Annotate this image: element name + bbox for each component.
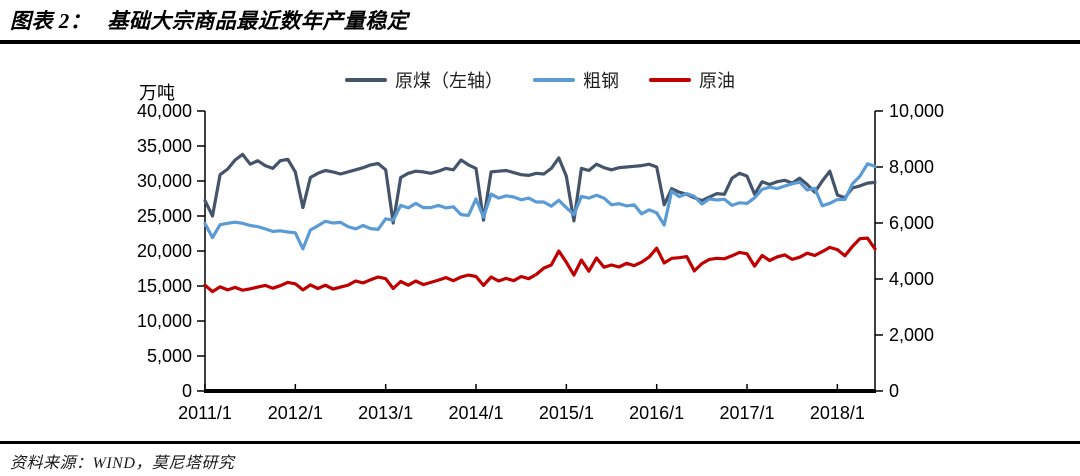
- x-axis-tick-label: 2015/1: [538, 403, 594, 423]
- left-axis-tick-label: 10,000: [136, 311, 192, 331]
- raw-coal-line-swatch: [345, 78, 387, 82]
- figure-title-text: 基础大宗商品最近数年产量稳定: [107, 9, 409, 33]
- left-axis-tick-label: 20,000: [136, 241, 192, 261]
- raw-coal-line: [203, 152, 877, 225]
- legend-item-crude-oil: 原油: [649, 67, 735, 93]
- crude-oil-line-swatch: [649, 78, 691, 82]
- left-axis-tick-label: 30,000: [136, 171, 192, 191]
- legend-label-crude-oil: 原油: [699, 71, 735, 91]
- legend-item-raw-coal: 原煤（左轴）: [345, 67, 503, 93]
- right-axis-tick-label: 4,000: [889, 269, 935, 289]
- legend-label-raw-coal: 原煤（左轴）: [395, 71, 503, 91]
- left-axis-tick-label: 35,000: [136, 136, 192, 156]
- crude-steel-line: [203, 162, 877, 251]
- right-axis-tick-label: 10,000: [889, 101, 945, 121]
- left-axis-unit-label: 万吨: [139, 83, 175, 103]
- x-axis-tick-label: 2018/1: [809, 403, 865, 423]
- left-axis-tick-label: 5,000: [146, 346, 192, 366]
- left-axis-tick-label: 25,000: [136, 206, 192, 226]
- figure-title: 图表 2： 基础大宗商品最近数年产量稳定: [10, 5, 408, 35]
- x-axis-tick-label: 2014/1: [448, 403, 504, 423]
- x-axis-tick-label: 2016/1: [629, 403, 685, 423]
- right-axis-tick-label: 6,000: [889, 213, 935, 233]
- right-axis-tick-label: 2,000: [889, 325, 935, 345]
- left-axis-tick-label: 40,000: [136, 101, 192, 121]
- legend-label-crude-steel: 粗钢: [583, 71, 619, 91]
- x-axis-tick-label: 2012/1: [267, 403, 323, 423]
- x-axis-tick-label: 2011/1: [178, 403, 232, 423]
- x-axis-tick-label: 2017/1: [719, 403, 775, 423]
- crude-steel-line-swatch: [533, 78, 575, 82]
- right-axis-tick-label: 8,000: [889, 157, 935, 177]
- left-axis-tick-label: 0: [181, 381, 192, 401]
- crude-oil-line: [203, 236, 877, 294]
- chart-legend: 原煤（左轴） 粗钢 原油: [205, 67, 875, 93]
- x-axis-tick-label: 2013/1: [358, 403, 414, 423]
- title-divider-rule: [0, 40, 1080, 44]
- legend-item-crude-steel: 粗钢: [533, 67, 619, 93]
- left-axis-tick-label: 15,000: [136, 276, 192, 296]
- source-note: 资料来源：WIND，莫尼塔研究: [10, 455, 235, 472]
- right-axis-tick-label: 0: [889, 381, 900, 401]
- figure-number-label: 图表 2：: [10, 9, 92, 33]
- footer-divider-rule: [0, 441, 1080, 444]
